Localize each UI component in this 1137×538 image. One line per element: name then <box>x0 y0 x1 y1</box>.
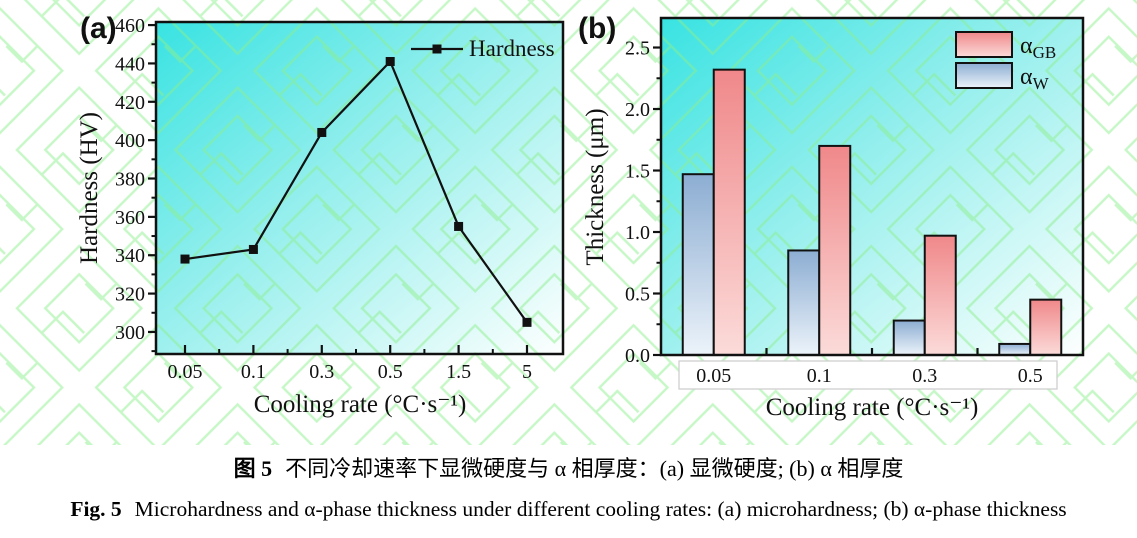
caption-chinese: 图 5 不同冷却速率下显微硬度与 α 相厚度：(a) 显微硬度; (b) α 相厚… <box>0 451 1137 483</box>
y-tick-label-b: 2.0 <box>625 99 650 121</box>
y-tick-label-a: 420 <box>115 92 145 114</box>
bar-alpha-gb <box>712 68 746 357</box>
y-axis-label-a: Hardness (HV) <box>76 112 103 264</box>
hardness-line <box>184 59 528 323</box>
plot-frame-b <box>659 16 1085 357</box>
x-tick-label-a: 5 <box>522 361 532 383</box>
hardness-marker <box>317 127 327 137</box>
y-tick-label-b: 0.5 <box>625 284 650 306</box>
bar-alpha-gb <box>923 234 957 356</box>
y-tick-label-a: 340 <box>115 245 145 267</box>
x-tick-label-b: 0.1 <box>807 365 832 387</box>
bar-alpha-w <box>892 319 926 356</box>
y-tick-label-a: 360 <box>115 207 145 229</box>
x-tick-label-a: 0.5 <box>378 361 403 383</box>
y-tick-label-a: 460 <box>115 15 145 37</box>
line-chart-a: 300 320 340 360 380 400 420 440 460 0.05 0.1 0.3 0.5… <box>115 15 565 383</box>
panel-a-label: (a) <box>80 12 117 45</box>
caption-english: Fig. 5 Microhardness and α-phase thicknes… <box>0 497 1137 522</box>
y-tick-label-a: 380 <box>115 169 145 191</box>
panel-b-label: (b) <box>578 12 616 45</box>
bar-alpha-w <box>681 173 715 356</box>
hardness-marker <box>522 317 532 327</box>
legend-b-swatch-gb <box>955 31 1013 58</box>
hardness-marker <box>454 221 464 231</box>
y-tick-label-a: 440 <box>115 53 145 75</box>
y-tick-label-b: 0.0 <box>625 345 650 367</box>
bar-alpha-w <box>998 342 1032 357</box>
legend-a-label: Hardness <box>469 36 555 61</box>
caption-chinese-text: 不同冷却速率下显微硬度与 α 相厚度：(a) 显微硬度; (b) α 相厚度 <box>285 456 904 481</box>
legend-b-label-gb: αGB <box>1020 33 1056 62</box>
caption-chinese-prefix: 图 5 <box>233 456 273 481</box>
bar-alpha-gb <box>1029 298 1063 357</box>
hardness-marker <box>385 57 395 67</box>
legend-b-label-w: αW <box>1020 64 1050 93</box>
x-tick-label-a: 1.5 <box>446 361 471 383</box>
hardness-marker <box>180 254 190 264</box>
x-tick-label-b: 0.5 <box>1018 365 1043 387</box>
x-tick-label-a: 0.3 <box>309 361 334 383</box>
bar-alpha-gb <box>818 144 852 356</box>
hardness-marker <box>248 244 258 254</box>
y-tick-label-a: 400 <box>115 130 145 152</box>
charts-canvas: (a) (b) Cooling rate (°C·s⁻¹) Hardness (… <box>0 0 1137 445</box>
legend-a-marker <box>432 44 442 54</box>
y-tick-label-a: 320 <box>115 284 145 306</box>
x-axis-label-a: Cooling rate (°C·s⁻¹) <box>254 391 467 418</box>
y-tick-label-b: 1.5 <box>625 161 650 183</box>
caption-english-text: Microhardness and α-phase thickness unde… <box>134 497 1067 521</box>
legend-b-swatch-w <box>955 62 1013 89</box>
x-axis-label-b: Cooling rate (°C·s⁻¹) <box>766 394 979 421</box>
bar-alpha-w <box>787 249 821 356</box>
x-tick-label-box-b <box>678 360 1058 390</box>
x-tick-label-a: 0.1 <box>241 361 266 383</box>
plot-frame-a <box>154 20 565 356</box>
y-tick-label-b: 1.0 <box>625 222 650 244</box>
y-axis-label-b: Thickness (μm) <box>582 108 609 265</box>
x-tick-label-b: 0.3 <box>912 365 937 387</box>
caption-english-prefix: Fig. 5 <box>70 497 122 521</box>
y-tick-label-b: 2.5 <box>625 38 650 60</box>
y-tick-label-a: 300 <box>115 322 145 344</box>
x-tick-label-b: 0.05 <box>696 365 731 387</box>
x-tick-label-a: 0.05 <box>168 361 203 383</box>
